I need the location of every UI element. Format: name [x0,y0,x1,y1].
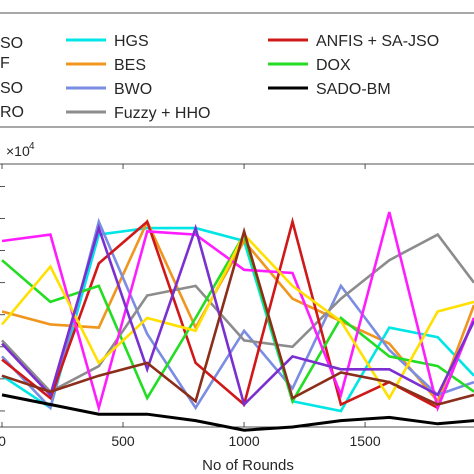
series-line-sado-bm [1,393,474,432]
legend-partial-label-2: F [0,55,10,72]
x-tick-label: 1000 [228,433,259,449]
x-tick-label: 1500 [349,433,380,449]
y-exponent-label: ×10 [6,143,30,159]
plot-border [0,163,474,428]
y-exponent: ×10 4 [6,141,35,159]
legend-label-hgs: HGS [114,33,149,50]
series-line-series-11 [1,226,474,406]
legend-label-anfis-sa-jso: ANFIS + SA-JSO [316,33,439,50]
series-lines [1,211,474,432]
legend: SO F SO RO HGS BES BWO Fuzzy + HHO ANFIS + S… [0,12,474,128]
legend-label-bes: BES [114,57,146,74]
x-axis-label: No of Rounds [202,457,294,474]
legend-box [0,12,474,128]
plot-area [0,163,474,428]
legend-partial-label-1: SO [0,35,23,52]
series-line-series-10 [1,223,474,407]
series-line-fuzzy-hho [1,232,474,394]
legend-label-fuzzy-hho: Fuzzy + HHO [114,105,210,122]
legend-partial-label-3: SO [0,80,23,97]
legend-label-bwo: BWO [114,81,152,98]
x-tick-label: 0 [0,433,6,449]
legend-partial-label-4: RO [0,104,24,121]
series-line-bes [1,218,474,404]
y-exponent-power: 4 [29,141,35,152]
legend-label-dox: DOX [316,57,351,74]
y-ticks [0,186,5,412]
legend-label-sado-bm: SADO-BM [316,81,391,98]
x-ticks: 0 500 1000 1500 [0,164,381,449]
x-tick-label: 500 [111,433,135,449]
series-line-series-8 [1,211,474,413]
